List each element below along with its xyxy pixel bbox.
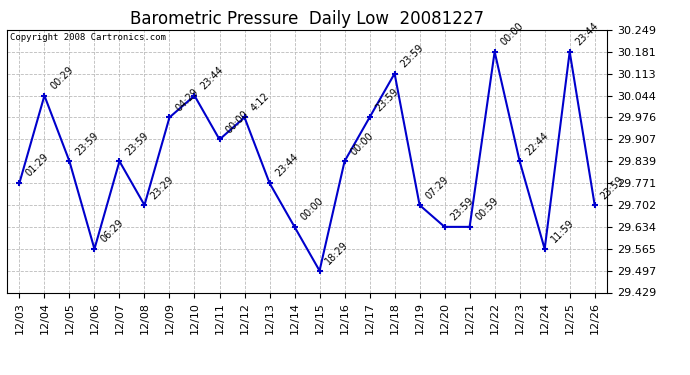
- Text: 00:00: 00:00: [299, 196, 326, 223]
- Text: 23:44: 23:44: [274, 152, 300, 179]
- Text: 23:44: 23:44: [199, 64, 226, 92]
- Text: 23:59: 23:59: [399, 42, 426, 69]
- Text: 22:44: 22:44: [524, 130, 551, 157]
- Text: 00:00: 00:00: [499, 21, 526, 48]
- Text: 23:59: 23:59: [374, 86, 401, 113]
- Text: 23:59: 23:59: [124, 130, 150, 157]
- Text: 06:29: 06:29: [99, 218, 126, 245]
- Text: 00:59: 00:59: [474, 196, 500, 223]
- Text: 01:29: 01:29: [23, 152, 50, 179]
- Text: 23:59: 23:59: [74, 130, 101, 157]
- Text: 04:29: 04:29: [174, 87, 200, 113]
- Title: Barometric Pressure  Daily Low  20081227: Barometric Pressure Daily Low 20081227: [130, 10, 484, 28]
- Text: 23:44: 23:44: [574, 21, 600, 48]
- Text: 00:00: 00:00: [224, 109, 250, 135]
- Text: Copyright 2008 Cartronics.com: Copyright 2008 Cartronics.com: [10, 33, 166, 42]
- Text: 18:29: 18:29: [324, 240, 351, 267]
- Text: 23:59: 23:59: [448, 196, 475, 223]
- Text: 00:00: 00:00: [348, 130, 375, 157]
- Text: 11:59: 11:59: [549, 218, 575, 245]
- Text: 00:29: 00:29: [48, 64, 75, 92]
- Text: 07:29: 07:29: [424, 174, 451, 201]
- Text: 4:12: 4:12: [248, 91, 271, 113]
- Text: 23:59: 23:59: [599, 174, 626, 201]
- Text: 23:29: 23:29: [148, 174, 175, 201]
